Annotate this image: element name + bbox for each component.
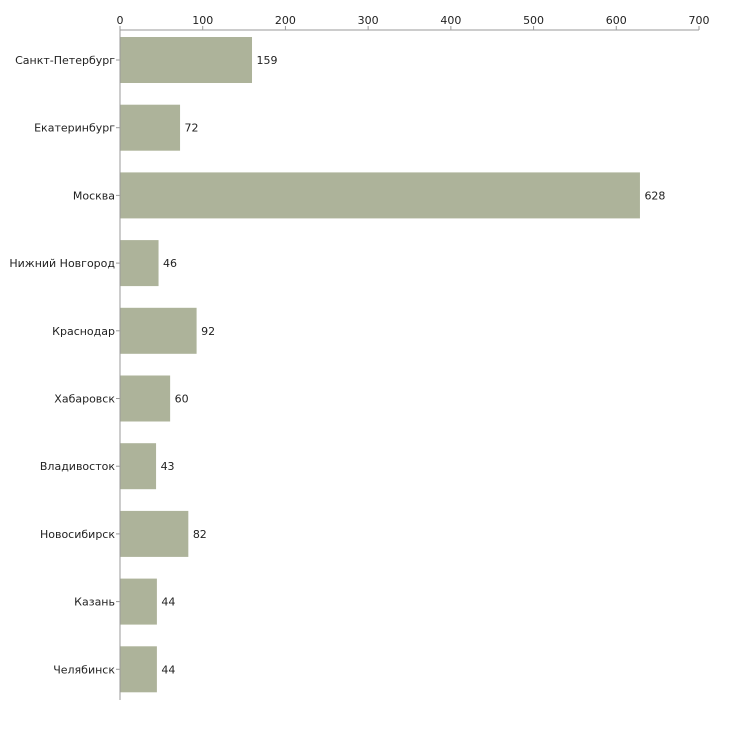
bar-value-label: 72 xyxy=(185,122,199,135)
category-label: Москва xyxy=(73,189,115,202)
x-axis: 0 100 200 300 400 500 600 700 xyxy=(117,14,710,31)
data-labels: 159 72 628 46 92 60 43 82 44 44 xyxy=(161,54,666,676)
bar xyxy=(120,37,253,83)
y-axis: Санкт-Петербург Екатеринбург Москва Нижний … xyxy=(9,30,121,700)
bar xyxy=(120,307,197,354)
x-tick-label: 200 xyxy=(275,14,296,27)
category-label: Челябинск xyxy=(53,663,115,676)
bar-value-label: 628 xyxy=(644,189,665,202)
bar xyxy=(120,510,189,557)
x-tick-label: 400 xyxy=(440,14,461,27)
bar xyxy=(120,375,171,422)
bar-value-label: 46 xyxy=(163,257,177,270)
category-label: Казань xyxy=(74,596,115,609)
bar-value-label: 159 xyxy=(257,54,278,67)
category-label: Владивосток xyxy=(40,460,115,473)
category-label: Краснодар xyxy=(52,325,115,338)
bar-value-label: 60 xyxy=(175,393,189,406)
bars xyxy=(120,37,640,693)
category-label: Новосибирск xyxy=(40,528,115,541)
bar-value-label: 82 xyxy=(193,528,207,541)
bar-value-label: 92 xyxy=(201,325,215,338)
bar xyxy=(120,578,157,625)
bar xyxy=(120,104,181,151)
bar xyxy=(120,646,157,693)
x-tick-label: 0 xyxy=(117,14,124,27)
category-label: Хабаровск xyxy=(54,393,115,406)
bar-value-label: 44 xyxy=(161,596,175,609)
x-tick-label: 700 xyxy=(689,14,710,27)
bar xyxy=(120,443,157,490)
x-tick-label: 500 xyxy=(523,14,544,27)
bar xyxy=(120,172,640,219)
x-tick-label: 300 xyxy=(358,14,379,27)
bar xyxy=(120,240,159,287)
x-tick-label: 600 xyxy=(606,14,627,27)
category-label: Санкт-Петербург xyxy=(15,54,115,67)
bar-value-label: 44 xyxy=(161,663,175,676)
x-tick-label: 100 xyxy=(192,14,213,27)
bar-value-label: 43 xyxy=(161,460,175,473)
category-label: Нижний Новгород xyxy=(9,257,115,270)
category-label: Екатеринбург xyxy=(34,122,115,135)
